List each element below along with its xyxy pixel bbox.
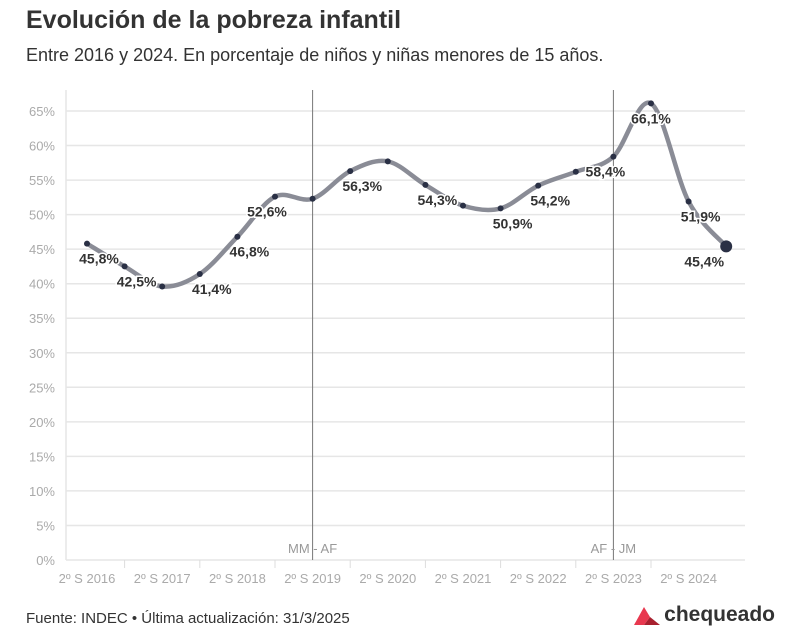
data-label: 56,3%: [342, 178, 382, 194]
x-tick-label: 2º S 2016: [59, 571, 116, 586]
annotation-label: MM - AF: [288, 541, 337, 556]
data-label: 66,1%: [631, 110, 671, 126]
y-tick-label: 10%: [29, 484, 55, 499]
data-label: 46,8%: [230, 244, 270, 260]
source-footer: Fuente: INDEC • Última actualización: 31…: [26, 610, 350, 627]
chart-subtitle: Entre 2016 y 2024. En porcentaje de niño…: [26, 45, 604, 65]
x-tick-label: 2º S 2020: [359, 571, 416, 586]
data-label: 58,4%: [586, 164, 626, 180]
data-point: [497, 205, 504, 212]
brand-name: chequeado: [664, 603, 775, 626]
data-label: 41,4%: [192, 281, 232, 297]
y-tick-label: 45%: [29, 242, 55, 257]
y-tick-label: 30%: [29, 346, 55, 361]
data-point: [720, 240, 733, 253]
data-point: [422, 181, 429, 188]
data-label: 52,6%: [247, 204, 287, 220]
data-point: [309, 195, 316, 202]
data-point: [460, 202, 466, 209]
data-point: [384, 158, 391, 165]
data-label: 45,8%: [79, 251, 119, 267]
x-tick-label: 2º S 2024: [660, 571, 717, 586]
chart-title: Evolución de la pobreza infantil: [26, 6, 402, 34]
data-point: [84, 240, 90, 247]
data-point: [121, 263, 128, 270]
data-point: [685, 198, 692, 205]
x-tick-label: 2º S 2018: [209, 571, 266, 586]
data-point: [572, 168, 579, 175]
data-label: 54,3%: [418, 192, 458, 208]
y-tick-label: 40%: [29, 277, 55, 292]
data-point: [234, 233, 241, 240]
y-tick-label: 15%: [29, 449, 55, 464]
chequeado-logo: chequeado: [634, 603, 775, 627]
data-label: 51,9%: [681, 208, 721, 224]
x-tick-label: 2º S 2017: [134, 571, 191, 586]
data-label: 50,9%: [493, 215, 533, 231]
y-tick-label: 55%: [29, 173, 55, 188]
annotation-label: AF - JM: [591, 541, 637, 556]
y-tick-label: 0%: [36, 553, 55, 568]
data-point: [648, 100, 654, 107]
data-point: [347, 168, 354, 175]
y-tick-label: 60%: [29, 139, 55, 154]
x-tick-label: 2º S 2022: [510, 571, 567, 586]
y-tick-label: 35%: [29, 311, 55, 326]
data-point: [159, 283, 166, 290]
y-tick-label: 5%: [36, 518, 55, 533]
x-tick-label: 2º S 2023: [585, 571, 642, 586]
chequeado-logo-icon: [634, 607, 661, 625]
data-label: 45,4%: [684, 253, 724, 269]
series-line: [84, 100, 729, 289]
y-tick-label: 20%: [29, 415, 55, 430]
data-label: 42,5%: [117, 273, 157, 289]
line-chart: 0% 5% 10% 15% 20% 25% 30% 35% 40% 45% 50% 55% 60% 65%…: [29, 90, 745, 586]
y-tick-label: 65%: [29, 104, 55, 119]
y-tick-label: 50%: [29, 208, 55, 223]
data-label: 54,2%: [530, 193, 570, 209]
data-point: [535, 182, 542, 189]
y-tick-label: 25%: [29, 380, 55, 395]
data-point: [610, 153, 617, 160]
data-point: [272, 193, 278, 200]
x-tick-label: 2º S 2019: [284, 571, 341, 586]
x-tick-label: 2º S 2021: [435, 571, 492, 586]
data-point: [196, 271, 203, 278]
